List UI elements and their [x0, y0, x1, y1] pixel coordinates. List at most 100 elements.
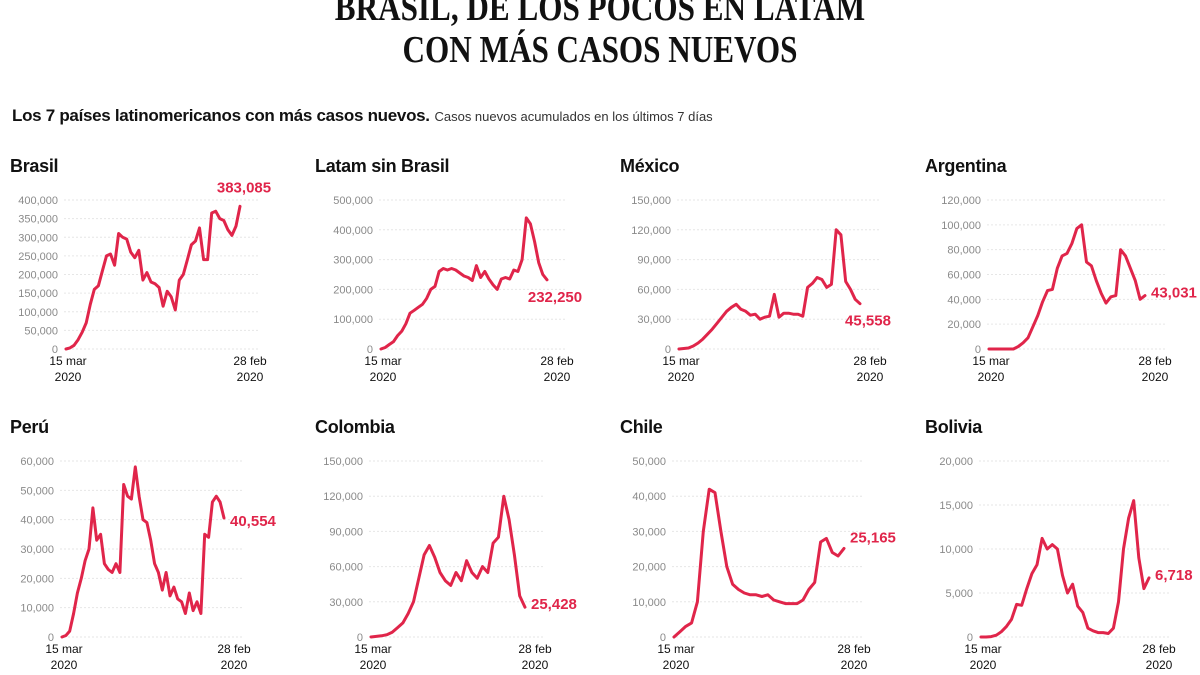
- x-start-year: 2020: [370, 370, 397, 384]
- y-tick-label: 0: [52, 344, 58, 356]
- y-tick-label: 40,000: [947, 294, 981, 306]
- last-value-label: 40,554: [230, 513, 277, 530]
- line-chart: 0 10,000 20,000 30,000 40,000 50,000 60,000 15 …: [20, 456, 277, 672]
- y-tick-label: 0: [367, 344, 373, 356]
- line-chart: 0 10,000 20,000 30,000 40,000 50,000 15 mar 202…: [632, 456, 896, 672]
- line-chart: 0 100,000 200,000 300,000 400,000 500,000 15 m…: [333, 195, 582, 384]
- x-end-label: 28 feb: [233, 354, 267, 368]
- y-tick-label: 50,000: [24, 325, 58, 337]
- chart-panel: Chile 0 10,000 20,000 30,000 40,000 50,000 15 m…: [620, 417, 910, 672]
- chart-title: Chile: [620, 417, 663, 437]
- last-value-label: 232,250: [528, 289, 582, 306]
- y-tick-label: 10,000: [20, 603, 54, 615]
- chart-title: Bolivia: [925, 417, 982, 437]
- y-tick-label: 500,000: [333, 195, 373, 207]
- chart-title: Colombia: [315, 417, 395, 437]
- x-start-year: 2020: [978, 370, 1005, 384]
- y-tick-label: 30,000: [329, 597, 363, 609]
- x-end-label: 28 feb: [1138, 354, 1172, 368]
- x-end-label: 28 feb: [518, 642, 552, 656]
- x-end-label: 28 feb: [540, 354, 574, 368]
- y-tick-label: 120,000: [631, 225, 671, 237]
- series-line: [672, 487, 846, 639]
- x-end-label: 28 feb: [1142, 642, 1176, 656]
- y-tick-label: 60,000: [637, 284, 671, 296]
- last-value-label: 45,558: [845, 313, 891, 330]
- headline-line-2: CON MÁS CASOS NUEVOS: [402, 29, 798, 71]
- y-tick-label: 0: [357, 632, 363, 644]
- y-tick-label: 150,000: [18, 288, 58, 300]
- last-value-label: 25,428: [531, 596, 577, 613]
- last-value-label: 6,718: [1155, 567, 1193, 584]
- series-line: [979, 499, 1151, 639]
- x-start-label: 15 mar: [657, 642, 694, 656]
- line-chart: 0 30,000 60,000 90,000 120,000 150,000 15 mar 2…: [631, 195, 891, 384]
- x-start-label: 15 mar: [364, 354, 401, 368]
- y-tick-label: 40,000: [632, 491, 666, 503]
- y-tick-label: 200,000: [18, 270, 58, 282]
- x-start-year: 2020: [668, 370, 695, 384]
- series-line: [379, 216, 549, 351]
- x-end-year: 2020: [857, 370, 884, 384]
- x-end-year: 2020: [1142, 370, 1169, 384]
- y-tick-label: 30,000: [632, 526, 666, 538]
- y-tick-label: 60,000: [947, 270, 981, 282]
- chart-panel: Perú 0 10,000 20,000 30,000 40,000 50,000 60,00…: [10, 417, 300, 672]
- y-tick-label: 0: [975, 344, 981, 356]
- line-chart: 0 50,000 100,000 150,000 200,000 250,000 300,0…: [18, 179, 271, 384]
- y-tick-label: 350,000: [18, 214, 58, 226]
- y-tick-label: 400,000: [18, 195, 58, 207]
- subtitle-bold: Los 7 países latinomericanos con más cas…: [12, 106, 430, 125]
- series-line: [987, 223, 1147, 351]
- y-tick-label: 90,000: [637, 255, 671, 267]
- line-chart: 0 30,000 60,000 90,000 120,000 150,000 15 mar 2…: [323, 456, 577, 672]
- y-tick-label: 30,000: [637, 314, 671, 326]
- y-tick-label: 50,000: [632, 456, 666, 468]
- y-tick-label: 20,000: [632, 562, 666, 574]
- x-start-year: 2020: [970, 658, 997, 672]
- x-start-label: 15 mar: [45, 642, 82, 656]
- line-chart: 0 20,000 40,000 60,000 80,000 100,000 120,000 1…: [941, 195, 1197, 384]
- subtitle-note: Casos nuevos acumulados en los últimos 7…: [434, 109, 713, 124]
- chart-title: Argentina: [925, 156, 1007, 176]
- x-end-label: 28 feb: [217, 642, 251, 656]
- chart-panel: Argentina 0 20,000 40,000 60,000 80,000 100,00…: [925, 156, 1200, 406]
- y-tick-label: 80,000: [947, 245, 981, 257]
- x-start-year: 2020: [51, 658, 78, 672]
- x-start-label: 15 mar: [354, 642, 391, 656]
- x-end-label: 28 feb: [853, 354, 887, 368]
- chart-title: Latam sin Brasil: [315, 156, 450, 176]
- last-value-label: 25,165: [850, 529, 896, 546]
- headline-line-1: BRASIL, DE LOS POCOS EN LATAM: [334, 0, 866, 29]
- x-end-year: 2020: [1146, 658, 1173, 672]
- chart-panel: Latam sin Brasil 0 100,000 200,000 300,000 40…: [315, 156, 605, 406]
- series-line: [369, 494, 527, 639]
- y-tick-label: 120,000: [323, 491, 363, 503]
- x-end-year: 2020: [522, 658, 549, 672]
- y-tick-label: 20,000: [20, 573, 54, 585]
- y-tick-label: 10,000: [632, 597, 666, 609]
- chart-title: México: [620, 156, 680, 176]
- y-tick-label: 90,000: [329, 526, 363, 538]
- y-tick-label: 30,000: [20, 544, 54, 556]
- y-tick-label: 0: [660, 632, 666, 644]
- chart-title: Brasil: [10, 156, 59, 176]
- chart-title: Perú: [10, 417, 49, 437]
- y-tick-label: 20,000: [947, 319, 981, 331]
- x-start-label: 15 mar: [972, 354, 1009, 368]
- chart-panel: Bolivia 0 5,000 10,000 15,000 20,000 15 mar 202…: [925, 417, 1200, 672]
- chart-panel: Brasil 0 50,000 100,000 150,000 200,000 250,00…: [10, 156, 300, 406]
- series-line: [64, 204, 242, 351]
- y-tick-label: 250,000: [18, 251, 58, 263]
- y-tick-label: 150,000: [631, 195, 671, 207]
- x-end-year: 2020: [544, 370, 571, 384]
- x-end-year: 2020: [841, 658, 868, 672]
- last-value-label: 383,085: [217, 179, 271, 196]
- y-tick-label: 0: [967, 632, 973, 644]
- y-tick-label: 10,000: [939, 544, 973, 556]
- x-end-year: 2020: [221, 658, 248, 672]
- y-tick-label: 15,000: [939, 500, 973, 512]
- x-end-label: 28 feb: [837, 642, 871, 656]
- y-tick-label: 60,000: [329, 562, 363, 574]
- x-start-year: 2020: [663, 658, 690, 672]
